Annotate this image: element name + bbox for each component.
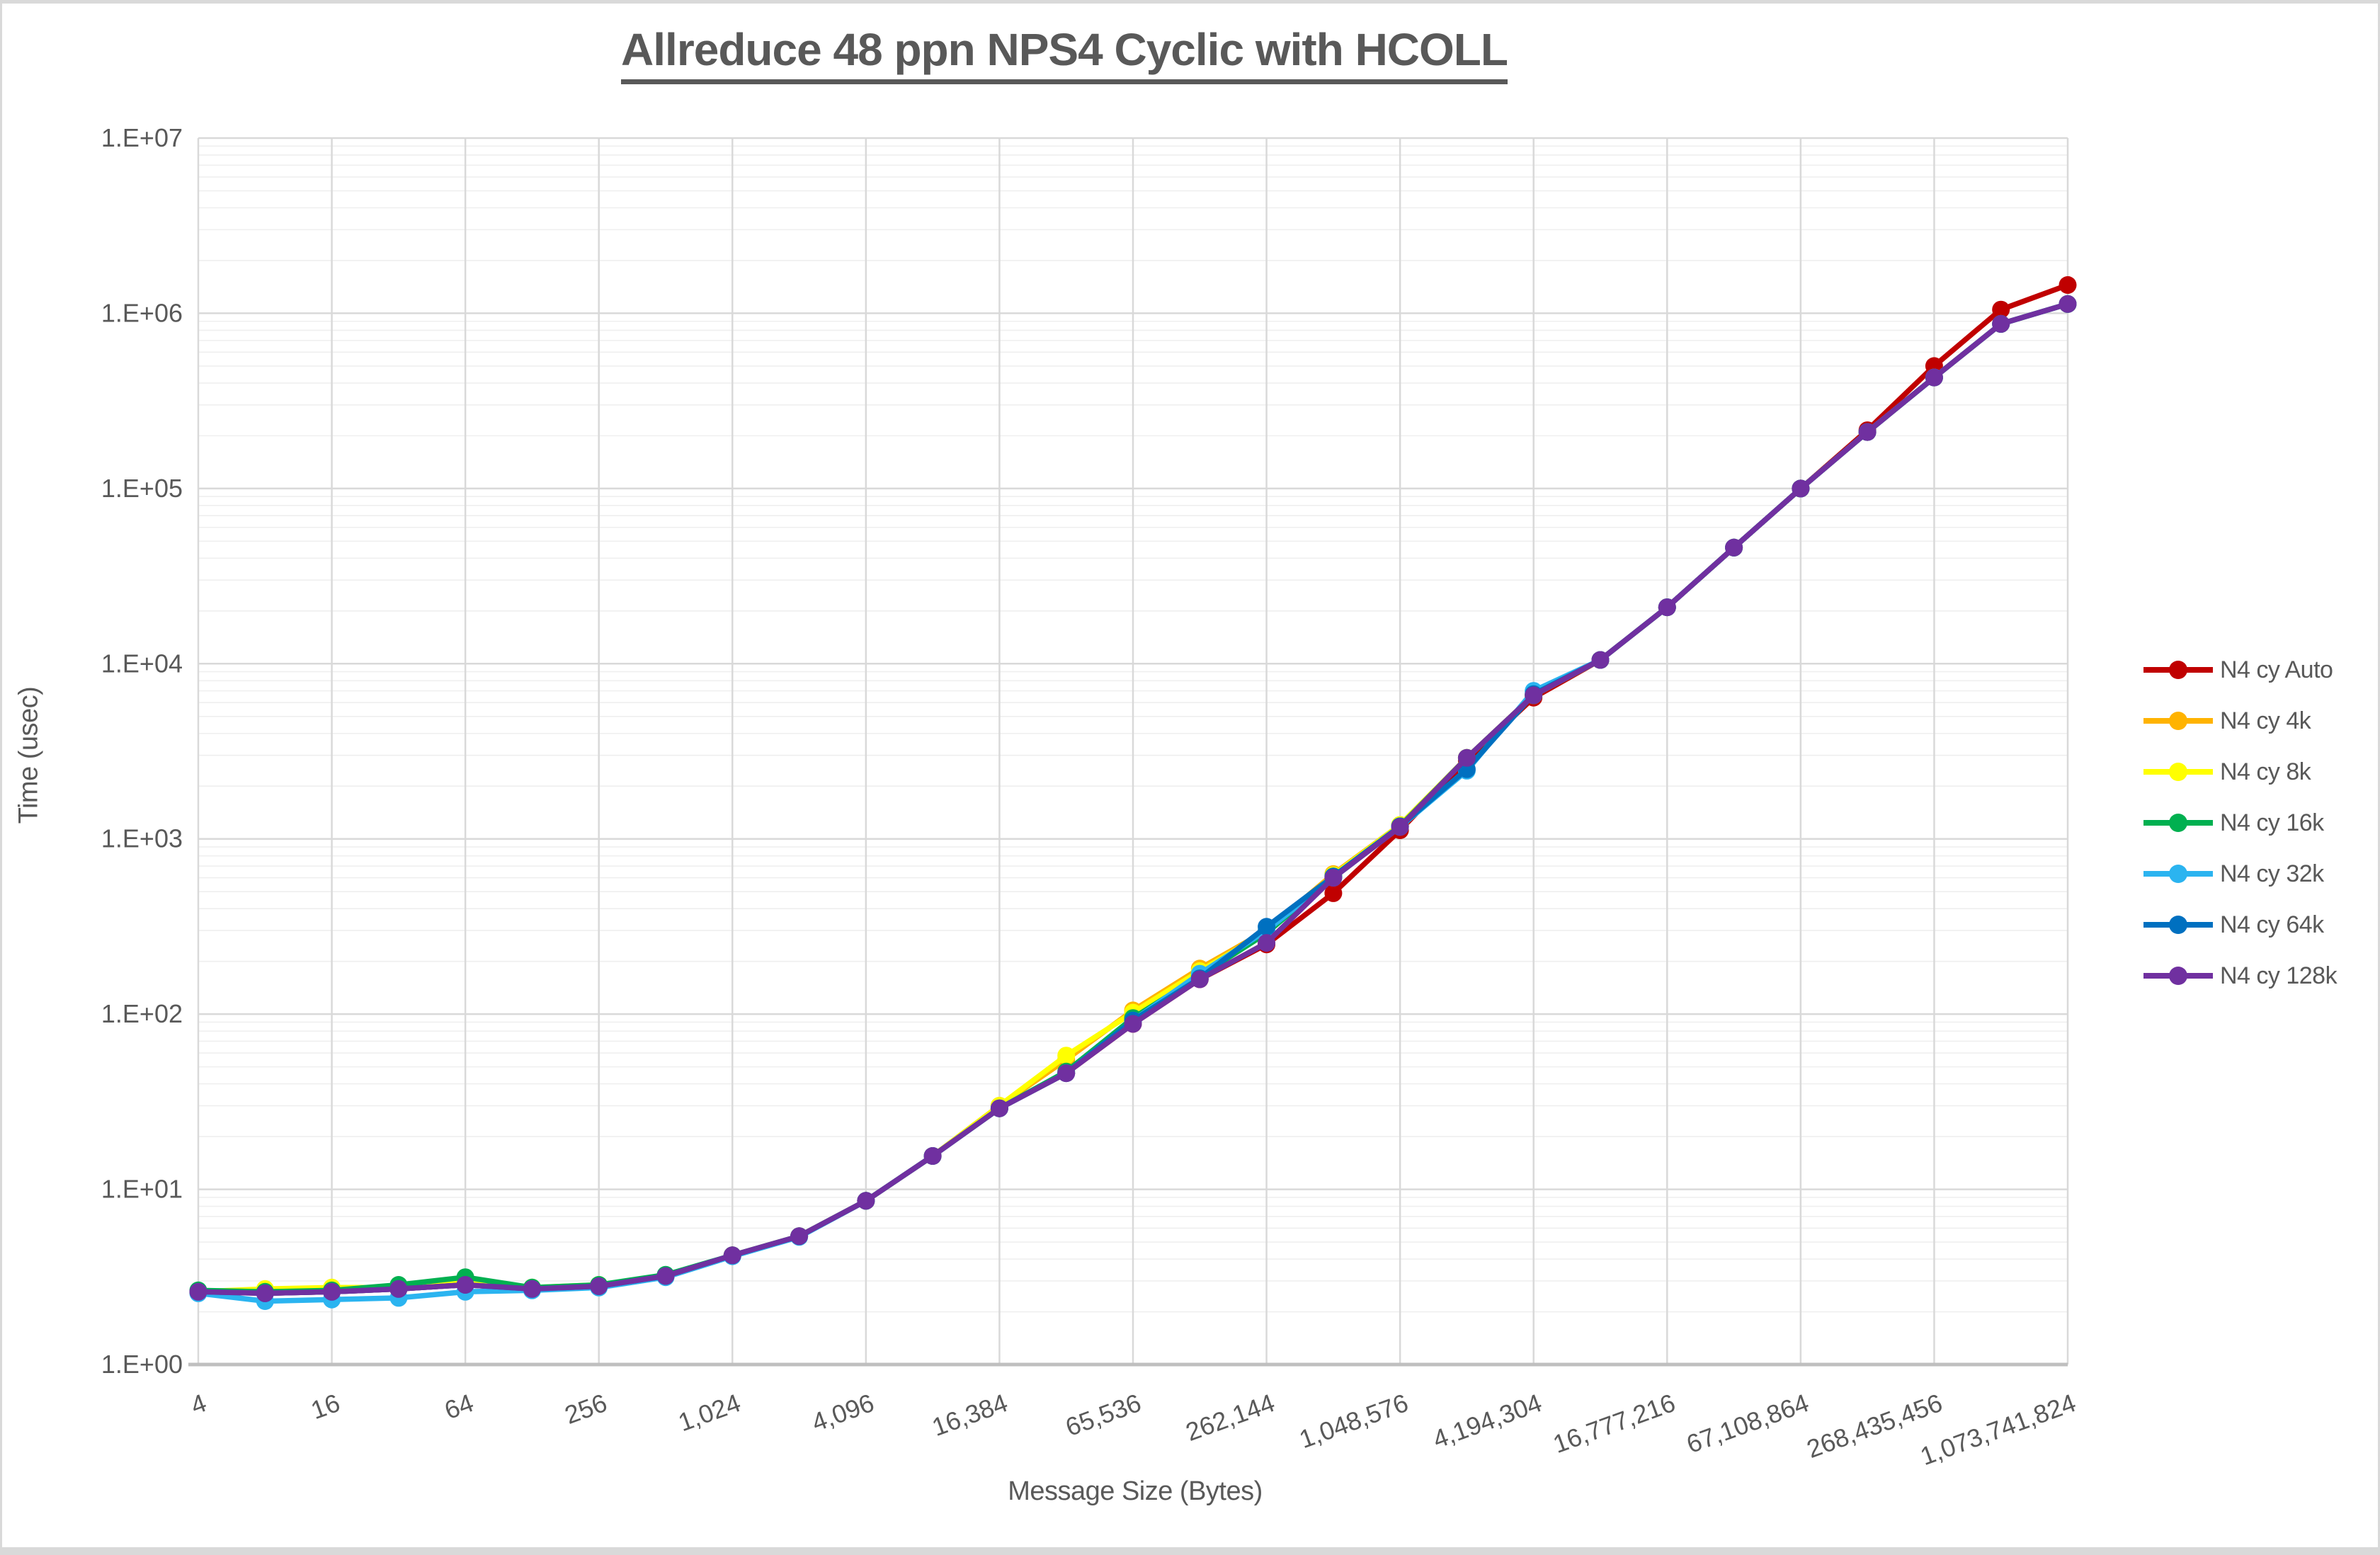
y-tick-label: 1.E+03	[101, 824, 183, 853]
x-tick-label: 4	[187, 1388, 210, 1420]
series-marker-n4-cy-128k	[1324, 869, 1343, 887]
x-tick-label: 256	[561, 1388, 610, 1430]
chart-canvas: Allreduce 48 ppn NPS4 Cyclic with HCOLL …	[2, 4, 2378, 1547]
series-marker-n4-cy-128k	[1725, 538, 1743, 557]
legend-marker	[2169, 967, 2187, 985]
x-tick-label: 67,108,864	[1682, 1388, 1812, 1459]
legend-item-n4-cy-auto: N4 cy Auto	[2142, 644, 2337, 695]
series-marker-n4-cy-128k	[456, 1276, 474, 1294]
plot-area: 1.E+00 1.E+01 1.E+02 1.E+03 1.E+04 1.E+05 1.E+…	[101, 123, 2080, 1471]
series-marker-n4-cy-auto	[1992, 300, 2010, 319]
series-marker-n4-cy-128k	[389, 1280, 408, 1298]
chart-title: Allreduce 48 ppn NPS4 Cyclic with HCOLL	[2, 23, 2126, 84]
legend-marker	[2169, 763, 2187, 781]
legend-marker	[2169, 916, 2187, 934]
series-marker-n4-cy-128k	[1124, 1015, 1142, 1033]
series-marker-n4-cy-128k	[656, 1267, 675, 1285]
legend-label: N4 cy 32k	[2220, 860, 2324, 887]
legend-label: N4 cy 16k	[2220, 809, 2324, 836]
chart-title-text: Allreduce 48 ppn NPS4 Cyclic with HCOLL	[621, 24, 1508, 84]
legend-line-marker-icon	[2143, 814, 2213, 832]
series-marker-n4-cy-128k	[923, 1147, 942, 1165]
x-tick-label: 262,144	[1182, 1388, 1278, 1447]
x-tick-label: 16,384	[928, 1388, 1011, 1442]
series-marker-n4-cy-128k	[1925, 368, 1943, 387]
legend-line-marker-icon	[2143, 865, 2213, 883]
series-marker-n4-cy-128k	[1258, 934, 1276, 952]
series-marker-n4-cy-128k	[1792, 479, 1810, 498]
legend-marker	[2169, 865, 2187, 883]
x-tick-label: 1,048,576	[1295, 1388, 1412, 1454]
x-tick-label: 64	[440, 1388, 477, 1425]
series-marker-n4-cy-128k	[1992, 314, 2010, 333]
series-marker-n4-cy-128k	[590, 1277, 608, 1295]
series-marker-n4-cy-128k	[1457, 748, 1476, 767]
series-marker-n4-cy-128k	[1057, 1064, 1076, 1083]
y-tick-label: 1.E+06	[101, 298, 183, 327]
legend-line-marker-icon	[2143, 916, 2213, 934]
series-marker-n4-cy-128k	[1658, 598, 1676, 617]
legend-marker	[2169, 814, 2187, 832]
series-marker-n4-cy-128k	[523, 1280, 541, 1298]
legend-item-n4-cy-128k: N4 cy 128k	[2142, 950, 2338, 1001]
y-tick-label: 1.E+07	[101, 123, 183, 152]
legend-line-marker-icon	[2143, 763, 2213, 781]
legend-line-marker-icon	[2143, 661, 2213, 679]
x-tick-label: 16	[307, 1388, 344, 1425]
legend-label: N4 cy Auto	[2220, 656, 2333, 683]
legend-marker	[2169, 661, 2187, 679]
series-marker-n4-cy-128k	[1190, 970, 1209, 989]
y-tick-label: 1.E+02	[101, 999, 183, 1028]
series-marker-n4-cy-128k	[790, 1227, 809, 1246]
legend-item-n4-cy-32k: N4 cy 32k	[2142, 848, 2337, 899]
series-marker-n4-cy-128k	[1591, 651, 1610, 669]
series-marker-n4-cy-128k	[323, 1282, 341, 1301]
legend-item-n4-cy-8k: N4 cy 8k	[2142, 746, 2337, 797]
y-tick-label: 1.E+00	[101, 1350, 183, 1379]
x-tick-label: 1,073,741,824	[1916, 1388, 2079, 1471]
x-axis-title: Message Size (Bytes)	[1008, 1476, 1263, 1506]
x-tick-label: 65,536	[1061, 1388, 1144, 1442]
legend-marker	[2169, 712, 2187, 730]
series-marker-n4-cy-64k	[1258, 918, 1276, 936]
x-tick-label: 1,024	[674, 1388, 744, 1437]
series-marker-n4-cy-128k	[1858, 423, 1877, 441]
y-axis-title: Time (usec)	[13, 686, 44, 824]
legend: N4 cy Auto N4 cy 4k N4 cy 8k N4 cy 16k N4 cy…	[2142, 644, 2338, 1001]
series-marker-n4-cy-128k	[723, 1246, 741, 1265]
series-marker-n4-cy-128k	[1525, 686, 1543, 705]
legend-item-n4-cy-16k: N4 cy 16k	[2142, 797, 2337, 848]
series-marker-n4-cy-128k	[2059, 295, 2077, 313]
legend-item-n4-cy-4k: N4 cy 4k	[2142, 695, 2337, 746]
series-marker-n4-cy-128k	[857, 1192, 875, 1210]
x-tick-label: 16,777,216	[1549, 1388, 1679, 1459]
legend-label: N4 cy 8k	[2220, 758, 2311, 785]
y-tick-label: 1.E+04	[101, 649, 183, 678]
legend-label: N4 cy 128k	[2220, 962, 2338, 989]
series-marker-n4-cy-128k	[990, 1099, 1008, 1117]
legend-label: N4 cy 4k	[2220, 707, 2311, 734]
legend-line-marker-icon	[2143, 712, 2213, 730]
series-marker-n4-cy-128k	[256, 1284, 274, 1302]
y-tick-label: 1.E+05	[101, 474, 183, 503]
series-marker-n4-cy-128k	[1391, 818, 1409, 836]
series-marker-n4-cy-8k	[1057, 1047, 1076, 1065]
legend-item-n4-cy-64k: N4 cy 64k	[2142, 899, 2337, 950]
legend-line-marker-icon	[2143, 967, 2213, 985]
legend-label: N4 cy 64k	[2220, 911, 2324, 938]
x-tick-label: 4,194,304	[1429, 1388, 1546, 1454]
series-marker-n4-cy-128k	[189, 1282, 207, 1301]
series-marker-n4-cy-auto	[2059, 276, 2077, 294]
x-tick-label: 4,096	[808, 1388, 878, 1437]
y-tick-label: 1.E+01	[101, 1175, 183, 1204]
series-marker-n4-cy-auto	[1324, 884, 1343, 902]
